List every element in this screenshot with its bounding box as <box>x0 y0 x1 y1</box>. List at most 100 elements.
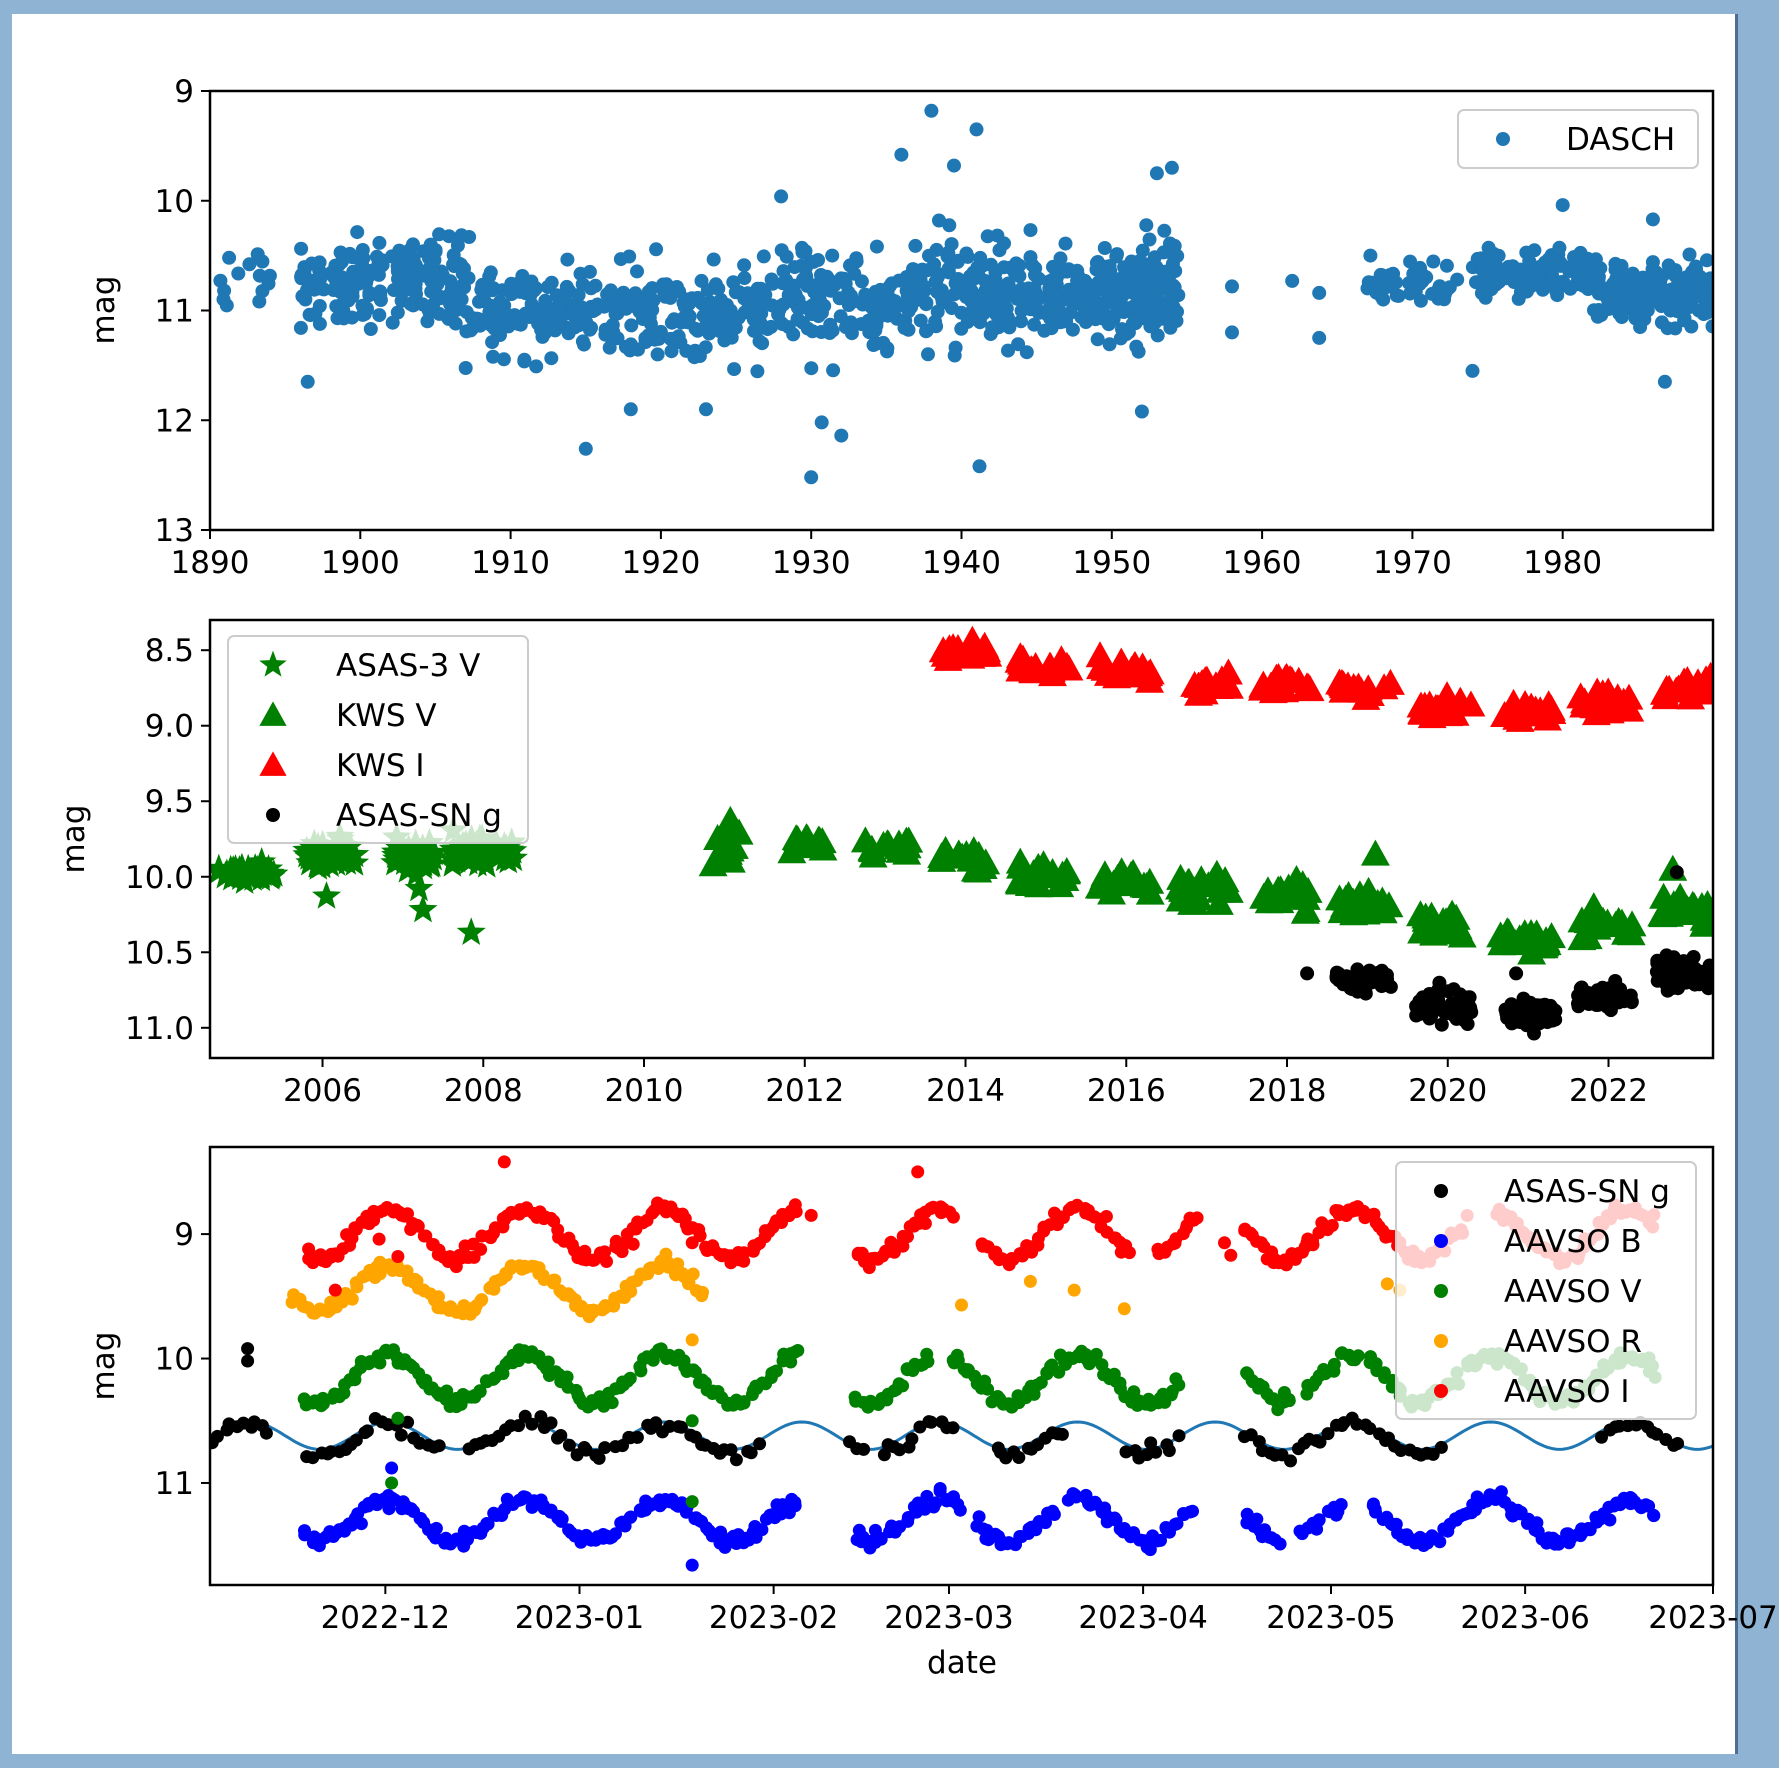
aavso-i-point <box>497 1155 511 1169</box>
frame-border-top <box>0 0 1779 14</box>
y-tick-label: 9.0 <box>145 709 194 745</box>
dasch-point <box>397 252 412 267</box>
aavso-i-point <box>788 1198 802 1212</box>
asas-3-v-point <box>408 851 438 880</box>
y-axis-label: mag <box>86 276 122 345</box>
dasch-point <box>448 316 463 331</box>
dasch-point <box>1492 266 1507 281</box>
dasch-point <box>231 266 246 281</box>
aavso-v-point <box>767 1365 781 1379</box>
dasch-point <box>916 279 931 294</box>
asas-sn-g-point <box>729 1453 743 1467</box>
kws-v-point <box>967 852 997 879</box>
asas-3-v-point <box>408 894 438 923</box>
asas-3-v-point <box>489 830 519 859</box>
dasch-point <box>975 258 990 273</box>
dasch-point <box>458 361 473 375</box>
dasch-point <box>1552 240 1567 255</box>
dasch-point <box>960 290 975 305</box>
dasch-point <box>796 272 811 287</box>
aavso-i-point <box>943 1205 957 1219</box>
kws-i-point <box>1346 676 1376 703</box>
dasch-point <box>329 273 344 288</box>
asas-sn-g-point <box>259 1426 273 1440</box>
dasch-point <box>529 359 544 374</box>
aavso-r-point <box>474 1294 488 1308</box>
kws-i-point <box>1579 692 1609 719</box>
aavso-b-point <box>901 1514 915 1528</box>
dasch-point <box>474 282 489 297</box>
y-tick-label: 13 <box>155 513 194 549</box>
dasch-point <box>403 296 418 311</box>
kws-i-point <box>1187 669 1217 696</box>
dasch-point <box>462 230 477 244</box>
dasch-point <box>969 122 984 137</box>
dasch-point <box>873 282 888 297</box>
dasch-point <box>1376 292 1391 307</box>
dasch-point <box>1020 300 1035 315</box>
aavso-v-point <box>391 1411 405 1425</box>
dasch-point <box>1614 258 1629 273</box>
dasch-point <box>871 295 886 310</box>
legend-label: AAVSO R <box>1504 1324 1642 1360</box>
dasch-point <box>582 264 597 279</box>
dasch-point <box>1070 263 1085 278</box>
asas-sn-g-point <box>1012 1451 1026 1464</box>
aavso-v-point <box>605 1396 619 1410</box>
dasch-point <box>959 246 974 261</box>
dasch-point <box>538 293 553 308</box>
dasch-point <box>297 263 312 278</box>
dasch-point <box>1474 286 1489 301</box>
frame-border-bottom <box>0 1754 1779 1768</box>
aavso-i-point <box>1099 1210 1113 1223</box>
asas-sn-g-point <box>1313 1435 1327 1449</box>
dasch-point <box>846 294 861 309</box>
dasch-point <box>930 270 945 285</box>
kws-i-point <box>968 634 998 661</box>
aavso-r-point <box>1067 1283 1081 1297</box>
dasch-point <box>1033 291 1048 306</box>
kws-i-point <box>1329 670 1359 697</box>
asas-sn-g-point <box>663 1419 677 1433</box>
dasch-point <box>812 293 827 308</box>
kws-v-point <box>1177 888 1207 915</box>
asas-sn-g-point <box>1622 992 1637 1007</box>
dasch-point <box>454 292 469 307</box>
dasch-point <box>1638 304 1653 319</box>
kws-i-point <box>1018 656 1048 683</box>
asas-3-v-point <box>294 842 324 870</box>
dasch-point <box>1098 271 1113 286</box>
x-tick-label: 2023-06 <box>1460 1600 1590 1636</box>
dasch-point <box>1164 160 1179 175</box>
kws-v-point <box>1293 876 1323 903</box>
dasch-point <box>1125 316 1140 331</box>
asas-sn-g-point <box>579 1443 593 1457</box>
dasch-point <box>1655 268 1670 283</box>
asas-sn-g-point <box>241 1354 255 1368</box>
dasch-point <box>786 327 801 342</box>
dasch-point <box>527 306 542 321</box>
dasch-point <box>1118 300 1133 315</box>
dasch-point <box>385 315 400 330</box>
dasch-point <box>664 344 679 359</box>
asas-sn-g-point <box>562 1438 576 1452</box>
aavso-v-point <box>1282 1393 1296 1406</box>
dasch-point <box>1014 314 1028 329</box>
dasch-point <box>1439 258 1454 273</box>
dasch-point <box>748 303 763 318</box>
dasch-point <box>679 315 694 330</box>
aavso-i-point <box>1224 1248 1238 1262</box>
x-tick-label: 1910 <box>471 545 550 581</box>
asas-sn-g-point <box>1431 1001 1446 1016</box>
dasch-point <box>944 237 959 252</box>
kws-v-point <box>1019 859 1048 886</box>
dasch-point <box>844 326 859 341</box>
kws-i-point <box>1440 699 1470 726</box>
dasch-point <box>483 265 498 280</box>
x-tick-label: 2008 <box>444 1073 523 1109</box>
dasch-point <box>588 302 603 317</box>
aavso-b-point <box>951 1497 965 1511</box>
aavso-b-point <box>1143 1543 1157 1557</box>
aavso-b-point <box>1613 1498 1627 1512</box>
kws-v-point <box>927 842 957 869</box>
